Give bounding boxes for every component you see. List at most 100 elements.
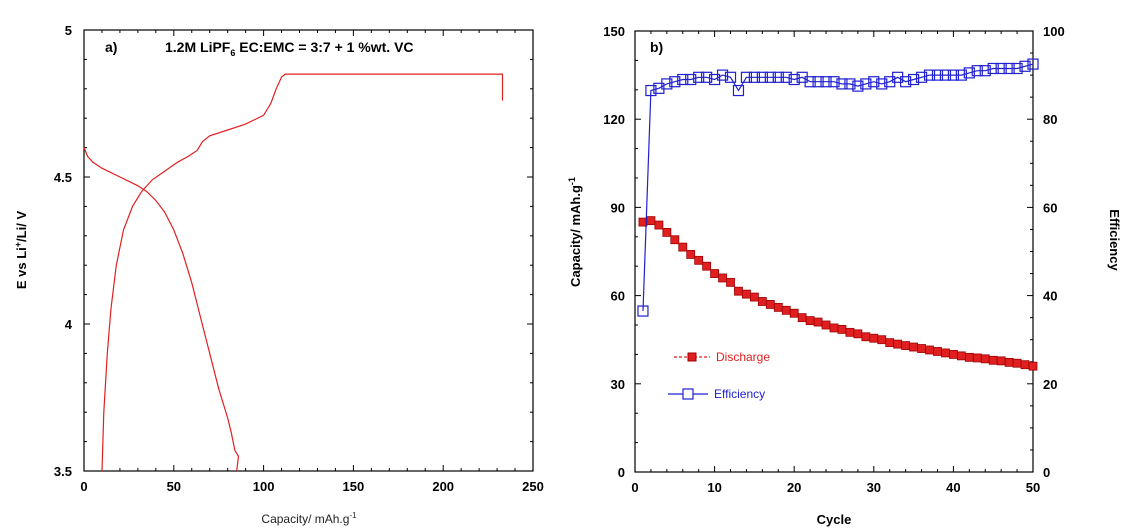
discharge-point: [1028, 361, 1038, 371]
panel-b-left-tick-label: 90: [611, 200, 625, 215]
efficiency-point: [685, 73, 697, 86]
discharge-point: [702, 261, 712, 271]
discharge-point: [734, 286, 743, 296]
efficiency-point: [852, 80, 864, 92]
discharge-point: [980, 354, 990, 364]
discharge-point: [1020, 360, 1030, 370]
panel-a-x-tick-label: 0: [80, 479, 87, 494]
efficiency-point: [748, 71, 761, 83]
discharge-point: [670, 235, 680, 245]
discharge-point: [972, 353, 982, 363]
panel-a-x-tick-label: 150: [343, 479, 365, 494]
efficiency-point: [931, 69, 944, 81]
efficiency-point: [724, 71, 737, 83]
efficiency-point: [900, 76, 912, 88]
efficiency-point: [637, 305, 649, 317]
efficiency-point: [860, 78, 872, 90]
efficiency-point: [764, 71, 776, 83]
efficiency-point: [780, 71, 792, 83]
legend-efficiency-label: Efficiency: [714, 387, 765, 401]
efficiency-point: [963, 67, 975, 79]
efficiency-point: [701, 71, 713, 83]
discharge-point: [710, 269, 719, 278]
panel-b-left-tick-label: 30: [611, 377, 625, 392]
discharge-point: [933, 347, 942, 356]
discharge-point: [797, 313, 807, 323]
panel-b-x-tick-label: 0: [631, 480, 638, 495]
discharge-point: [694, 255, 704, 265]
panel-b-right-tick-label: 100: [1043, 24, 1065, 39]
discharge-point: [1004, 357, 1014, 367]
efficiency-point: [1019, 60, 1031, 72]
panel-a-x-tick-label: 100: [253, 479, 275, 494]
panel-b-x-axis-title: Cycle: [817, 512, 852, 527]
discharge-curve: [83, 147, 240, 472]
legend-item-discharge: Discharge: [674, 350, 770, 364]
efficiency-point: [955, 69, 967, 81]
discharge-point: [789, 308, 799, 318]
efficiency-point: [772, 71, 784, 83]
discharge-point: [757, 297, 767, 306]
discharge-point: [996, 356, 1006, 366]
discharge-point: [750, 292, 759, 302]
panel-a-ticks: 0 50 100 150 200 250 3.5 4 4.5 5: [54, 23, 544, 494]
panel-b-left-tick-label: 60: [611, 289, 625, 304]
discharge-point: [917, 344, 926, 353]
discharge-point: [646, 216, 656, 226]
discharge-point: [877, 335, 887, 345]
discharge-point: [821, 320, 831, 330]
charge-curve: [101, 73, 504, 472]
discharge-point: [1012, 358, 1022, 368]
legend-discharge-label: Discharge: [716, 350, 770, 364]
efficiency-point: [828, 76, 840, 88]
efficiency-point: [1011, 62, 1023, 75]
panel-a: 0 50 100 150 200 250 3.5 4 4.5 5 a) 1.2M LiPF6 EC…: [13, 23, 544, 526]
efficiency-point: [804, 76, 816, 88]
panel-b-label: b): [650, 39, 663, 55]
discharge-point: [885, 338, 895, 348]
legend-item-efficiency: Efficiency: [668, 387, 765, 401]
discharge-point: [654, 220, 664, 230]
panel-b-x-tick-label: 40: [946, 480, 960, 495]
panel-b-right-tick-label: 0: [1043, 465, 1050, 480]
discharge-point: [853, 329, 863, 339]
discharge-line: [642, 219, 1034, 367]
panel-a-y-tick-label: 4.5: [54, 170, 72, 185]
efficiency-point: [844, 78, 856, 90]
panel-a-x-axis-title: Capacity/ mAh.g-1: [261, 511, 357, 526]
discharge-point: [678, 242, 688, 252]
efficiency-point: [732, 84, 745, 97]
panel-b-left-tick-label: 0: [618, 465, 625, 480]
panel-b-right-tick-label: 40: [1043, 289, 1057, 304]
panel-a-y-tick-label: 5: [65, 23, 72, 38]
panel-a-label: a): [105, 39, 117, 55]
discharge-point: [805, 316, 815, 325]
discharge-point: [964, 352, 974, 362]
legend-discharge-marker: [687, 352, 697, 362]
efficiency-point: [693, 71, 705, 83]
discharge-point: [773, 302, 783, 312]
panel-b-x-tick-label: 10: [707, 480, 721, 495]
panel-b-left-tick-label: 150: [603, 24, 625, 39]
efficiency-point: [820, 76, 832, 88]
discharge-point: [941, 348, 950, 358]
efficiency-point: [756, 71, 768, 83]
panel-b-x-tick-label: 30: [867, 480, 881, 495]
efficiency-point: [876, 78, 888, 90]
panel-b-right-tick-label: 20: [1043, 377, 1057, 392]
discharge-point: [845, 327, 855, 337]
efficiency-point: [979, 65, 991, 77]
efficiency-point: [645, 84, 657, 97]
discharge-point: [726, 277, 735, 287]
efficiency-point: [868, 76, 880, 88]
efficiency-point: [661, 78, 673, 90]
panel-a-y-tick-label: 4: [65, 317, 73, 332]
discharge-point: [765, 300, 775, 309]
efficiency-point: [677, 73, 689, 86]
panel-b-left-tick-label: 120: [603, 112, 625, 127]
discharge-point: [829, 323, 839, 333]
panel-a-plot-frame: [83, 29, 534, 472]
panel-a-x-tick-label: 250: [522, 479, 544, 494]
